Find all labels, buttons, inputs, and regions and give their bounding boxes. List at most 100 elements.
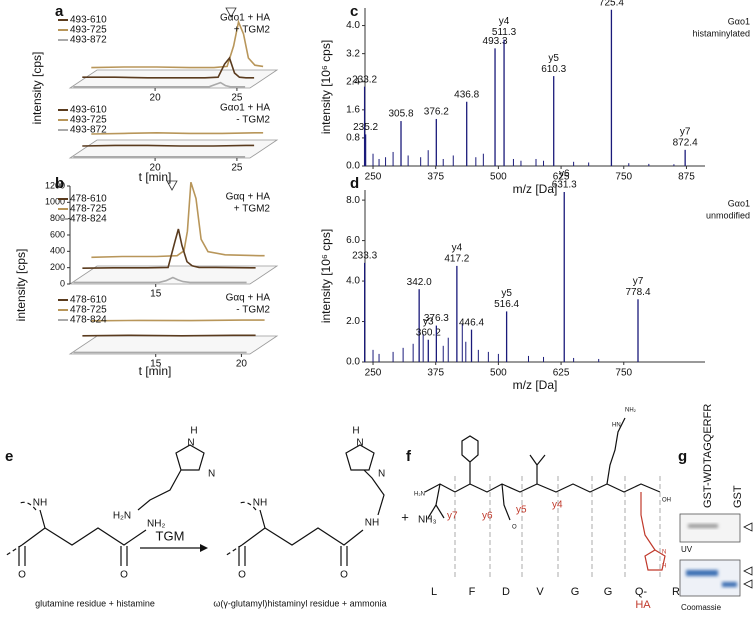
x-tick-label: 20	[150, 163, 162, 174]
legend-label: 478-610	[70, 194, 107, 205]
atom: NH	[365, 518, 379, 529]
x-tick-label: 25	[231, 163, 243, 174]
atom: O	[120, 570, 128, 581]
bond	[120, 546, 128, 566]
peak-marker	[225, 7, 237, 18]
y-tick-label: 0.0	[346, 357, 360, 368]
peak-label: 235.2	[353, 122, 378, 133]
residue: R	[672, 586, 680, 598]
peak-label: 778.4	[625, 287, 650, 298]
peak-label: 376.2	[424, 107, 449, 118]
arrow-label: TGM	[156, 528, 185, 543]
ion-label: y3	[423, 316, 434, 327]
annotation: Gαo1 + HA	[220, 13, 270, 24]
legend-label: 478-824	[70, 214, 107, 225]
peak-label: 305.8	[388, 109, 413, 120]
panel-label: c	[350, 3, 358, 20]
y-tick-label: 600	[50, 229, 65, 239]
x-tick-label: 500	[490, 368, 507, 379]
x-tick-label: 625	[553, 368, 570, 379]
x-tick-label: 20	[236, 359, 248, 370]
atom: H₂N	[113, 511, 131, 522]
panel-label: a	[55, 3, 64, 20]
reaction-scheme: NH O O NH₂ H N N H₂N TGM NH O O NH H N N…	[4, 426, 437, 608]
annotation: Gαo1	[728, 16, 750, 26]
bond	[18, 546, 26, 566]
ion-label: y4	[499, 16, 510, 27]
y-tick-label: 800	[50, 213, 65, 223]
panel-label: d	[350, 175, 359, 192]
bond	[137, 444, 205, 511]
peak-label: 233.2	[352, 74, 377, 85]
atom: O	[238, 570, 246, 581]
ion-label: y5	[548, 53, 559, 64]
chromatogram-line	[91, 319, 265, 322]
y-tick-label: 0.0	[346, 161, 360, 172]
chromatogram-line	[82, 56, 255, 79]
bond	[21, 509, 46, 546]
ion-label: y4	[552, 500, 563, 511]
peak-label: 436.8	[454, 89, 479, 100]
chromatogram-line	[91, 19, 264, 69]
x-tick-label: 875	[678, 172, 695, 183]
atom: N	[208, 469, 215, 480]
atom: NH	[33, 498, 47, 509]
peak-label: 493.3	[483, 36, 508, 47]
lane-label: GST	[732, 485, 744, 508]
gel: GST-WDTAGQERFR GST UV Coomassie	[679, 404, 753, 612]
chromatogram-line	[73, 81, 246, 88]
side-chain	[606, 417, 626, 485]
y-tick-label: 2.0	[346, 316, 360, 327]
panel-label: b	[55, 175, 64, 192]
peptide-diagram: H₂N NH₂ HN OH O N H y7 y6 y5 y4 L F D V …	[414, 408, 680, 611]
x-tick-label: 375	[427, 172, 444, 183]
bond	[363, 469, 385, 516]
ion-label: y5	[501, 288, 512, 299]
annotation: histaminylated	[692, 28, 750, 38]
bond	[239, 501, 257, 511]
ion-label: y7	[680, 126, 691, 137]
x-tick-label: 25	[231, 93, 243, 104]
y-tick-label: 1000	[45, 197, 65, 207]
y-tick-label: 0	[60, 278, 65, 288]
peak-label: 376.3	[424, 313, 449, 324]
bond	[241, 509, 266, 546]
band	[688, 524, 718, 528]
plot-plane	[68, 265, 279, 285]
chromatogram-line	[82, 228, 256, 269]
x-axis-label: t [min]	[139, 170, 172, 184]
y-tick-label: 1200	[45, 180, 65, 190]
annotation: unmodified	[706, 210, 750, 220]
atom: NH₂	[625, 408, 637, 414]
y-tick-label: 4.0	[346, 20, 360, 31]
y-tick-label: 400	[50, 246, 65, 256]
gel-box	[679, 559, 741, 597]
y-axis-label: intensity [cps]	[30, 52, 44, 125]
bond	[19, 501, 37, 511]
caption: ω(γ-glutamyl)histaminyl residue + ammoni…	[213, 598, 386, 608]
y-tick-label: 0.8	[346, 133, 360, 144]
side-chain	[644, 549, 666, 571]
separator	[454, 476, 661, 580]
ion-label: y7	[447, 511, 458, 522]
x-tick-label: 250	[365, 172, 382, 183]
peak-marker	[166, 180, 178, 191]
side-chain	[501, 483, 511, 521]
bond	[345, 444, 375, 471]
legend-label: 478-725	[70, 204, 107, 215]
peak-label: 610.3	[541, 64, 566, 75]
legend-label: 493-725	[70, 25, 107, 36]
legend-label: 478-824	[70, 315, 107, 326]
y-axis-label: intensity [10⁶ cps]	[319, 40, 333, 134]
atom: NH	[253, 498, 267, 509]
atom: H₂N	[414, 492, 425, 498]
modification: HA	[635, 599, 651, 611]
marker	[743, 522, 753, 589]
legend-label: 493-872	[70, 125, 107, 136]
atom: NH₂	[147, 519, 165, 530]
peak-label: 872.4	[673, 137, 698, 148]
plus: +	[401, 509, 409, 524]
y-tick-label: 6.0	[346, 235, 360, 246]
x-axis-label: m/z [Da]	[513, 378, 558, 392]
peak-label: 725.4	[599, 0, 624, 8]
